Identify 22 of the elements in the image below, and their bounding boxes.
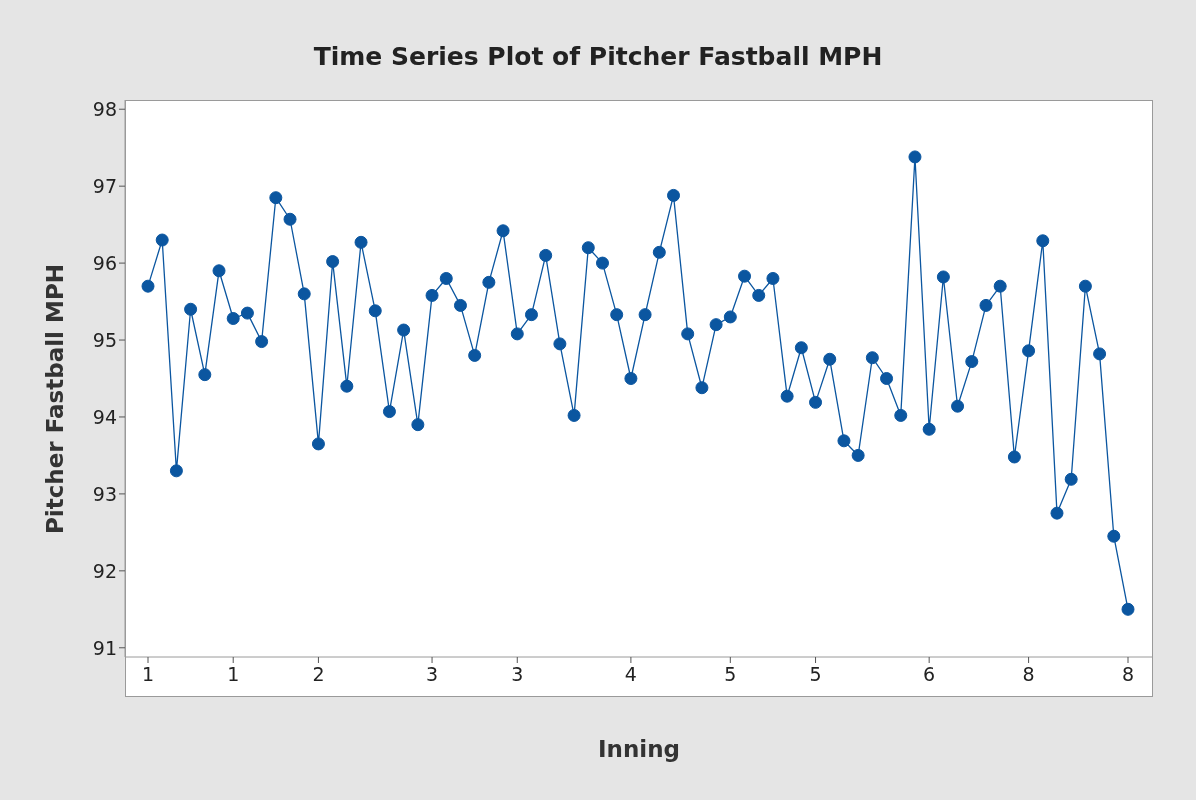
y-tick-label: 95 [92, 328, 117, 351]
x-tick-label: 3 [511, 663, 524, 685]
x-axis-title: Inning [597, 736, 681, 762]
x-tick-label: 4 [624, 663, 637, 685]
x-tick-label: 8 [1121, 663, 1135, 685]
chart-title: Time Series Plot of Pitcher Fastball MPH [312, 42, 884, 71]
x-tick-label: 5 [724, 663, 737, 685]
y-tick-label: 92 [92, 559, 117, 582]
x-tick-label: 3 [426, 663, 439, 685]
x-tick-label: 6 [923, 663, 936, 685]
x-tick-label: 2 [312, 663, 325, 685]
x-tick-label: 5 [809, 663, 822, 685]
x-tick-label: 1 [227, 663, 240, 685]
y-tick-label: 97 [92, 174, 117, 197]
x-tick-label: 1 [141, 663, 155, 685]
y-axis-title: Pitcher Fastball MPH [42, 263, 68, 534]
y-tick-label: 98 [92, 97, 117, 120]
y-tick-label: 94 [92, 405, 117, 428]
y-tick-label: 91 [92, 636, 117, 659]
y-tick-label: 93 [92, 482, 117, 505]
y-tick-label: 96 [92, 251, 117, 274]
x-tick-label: 8 [1022, 663, 1035, 685]
